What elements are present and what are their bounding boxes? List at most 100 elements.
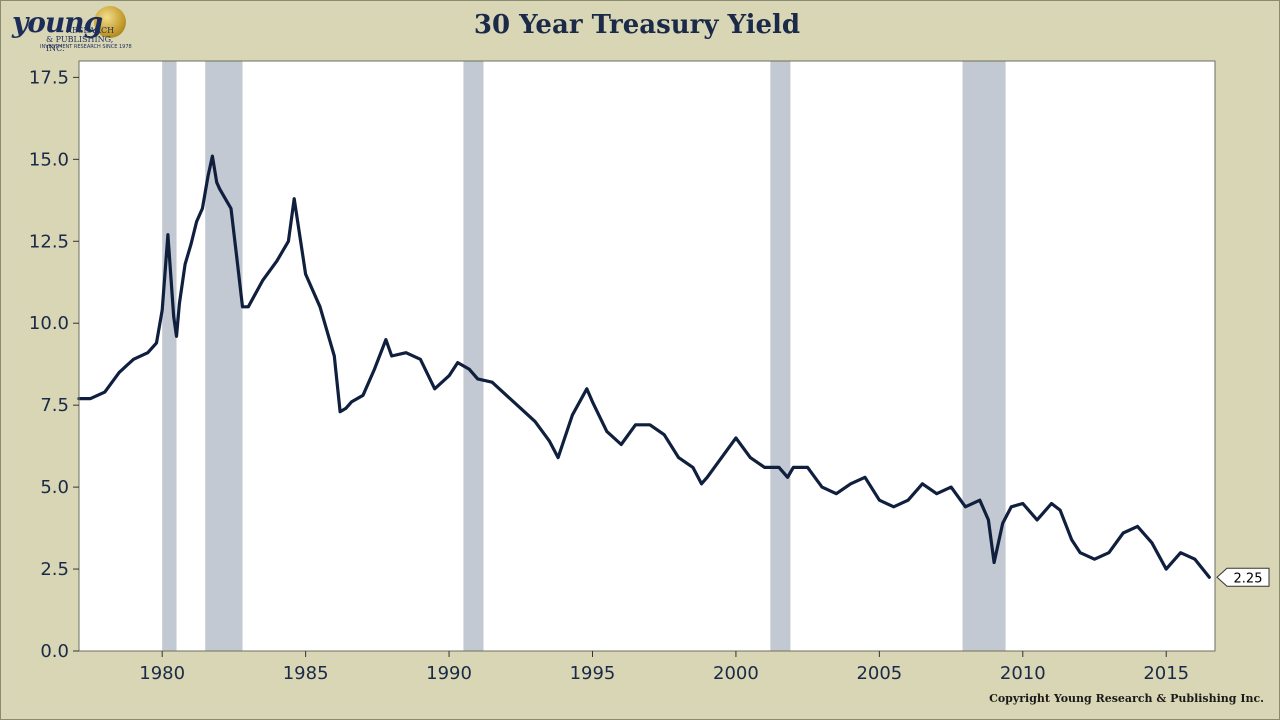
data-point xyxy=(763,466,766,469)
data-point xyxy=(935,492,938,495)
last-value-callout: 2.25 xyxy=(1216,567,1270,587)
y-tick-label: 2.5 xyxy=(40,559,69,580)
copyright-notice: Copyright Young Research & Publishing In… xyxy=(989,692,1264,705)
data-point xyxy=(195,220,198,223)
data-point xyxy=(103,390,107,394)
data-point xyxy=(734,436,738,440)
data-point xyxy=(456,361,459,364)
data-point xyxy=(663,433,666,436)
data-point xyxy=(132,358,135,361)
recession-band xyxy=(205,61,243,651)
data-point xyxy=(1035,518,1039,522)
data-point xyxy=(373,367,376,371)
data-point xyxy=(361,394,365,397)
data-point xyxy=(1136,525,1139,528)
data-point xyxy=(338,410,342,413)
data-point xyxy=(1010,505,1013,508)
data-point xyxy=(1165,567,1168,571)
chart-title: 30 Year Treasury Yield xyxy=(473,10,801,40)
data-point xyxy=(1150,541,1154,545)
data-point xyxy=(333,354,336,358)
last-value-label: 2.25 xyxy=(1234,571,1263,586)
logo-line-2: & PUBLISHING, INC. xyxy=(46,35,114,53)
data-point xyxy=(749,456,752,459)
plot-area xyxy=(79,61,1215,651)
x-axis: 1980 1985 1990 1995 2000 2005 2010 2015 xyxy=(139,651,1189,684)
data-point xyxy=(556,456,560,459)
data-point xyxy=(571,413,574,417)
recession-band xyxy=(463,61,484,651)
data-point xyxy=(89,397,92,400)
y-tick-label: 5.0 xyxy=(40,477,69,498)
x-tick-label: 1980 xyxy=(139,663,185,684)
y-tick-label: 17.5 xyxy=(29,67,69,88)
data-point xyxy=(1078,551,1082,554)
data-point xyxy=(318,305,322,309)
data-point xyxy=(476,377,479,381)
data-point xyxy=(863,476,867,479)
data-point xyxy=(117,371,121,374)
data-point xyxy=(1122,531,1125,535)
recession-band xyxy=(770,61,791,651)
data-point xyxy=(166,233,170,236)
y-tick-label: 12.5 xyxy=(29,231,69,252)
data-point xyxy=(146,351,150,354)
data-point xyxy=(1093,558,1096,561)
data-point xyxy=(160,308,164,312)
data-point xyxy=(964,505,967,508)
data-point xyxy=(548,440,551,443)
globe-icon xyxy=(94,6,126,38)
data-point xyxy=(706,476,709,479)
data-point xyxy=(835,492,838,495)
data-point xyxy=(155,341,158,345)
data-point xyxy=(1021,502,1024,505)
data-point xyxy=(206,174,210,177)
data-point xyxy=(224,197,227,200)
data-point xyxy=(605,430,609,433)
data-point xyxy=(806,466,809,469)
x-tick-label: 2000 xyxy=(713,663,759,684)
publisher-logo: young RESEARCH & PUBLISHING, INC. INVEST… xyxy=(8,4,132,53)
data-point xyxy=(229,207,233,210)
data-point xyxy=(275,259,279,263)
data-point xyxy=(505,394,508,397)
y-axis: 0.0 2.5 5.0 7.5 10.0 12.5 15.0 17.5 xyxy=(29,67,79,662)
data-point xyxy=(648,423,652,427)
data-point xyxy=(906,499,910,502)
data-point xyxy=(700,482,703,486)
x-tick-label: 2010 xyxy=(1000,663,1046,684)
data-point xyxy=(467,367,471,371)
data-point xyxy=(1107,551,1111,554)
data-point xyxy=(211,154,214,158)
data-point xyxy=(390,354,393,358)
data-point xyxy=(447,374,451,377)
data-point xyxy=(304,272,307,276)
data-point xyxy=(1208,576,1211,579)
data-point xyxy=(1058,508,1062,512)
recession-band xyxy=(962,61,1006,651)
data-point xyxy=(921,482,924,486)
logo-wordmark: young xyxy=(12,6,103,39)
data-point xyxy=(201,207,204,210)
data-point xyxy=(247,305,250,309)
data-point xyxy=(1001,521,1004,525)
data-point xyxy=(490,381,494,384)
data-point xyxy=(419,358,422,361)
y-tick-label: 0.0 xyxy=(40,641,69,662)
data-point xyxy=(619,443,623,446)
logo-line-1: RESEARCH xyxy=(66,26,115,35)
data-point xyxy=(519,407,522,410)
data-point xyxy=(677,456,680,459)
data-point xyxy=(949,485,953,489)
data-point xyxy=(992,561,996,564)
recession-band xyxy=(162,61,177,651)
data-point xyxy=(892,505,895,508)
x-tick-label: 2015 xyxy=(1143,663,1189,684)
data-point xyxy=(384,338,388,341)
x-tick-label: 2005 xyxy=(856,663,902,684)
x-tick-label: 1990 xyxy=(426,663,472,684)
data-point xyxy=(777,466,781,469)
data-point xyxy=(1193,558,1197,561)
data-point xyxy=(175,335,178,338)
